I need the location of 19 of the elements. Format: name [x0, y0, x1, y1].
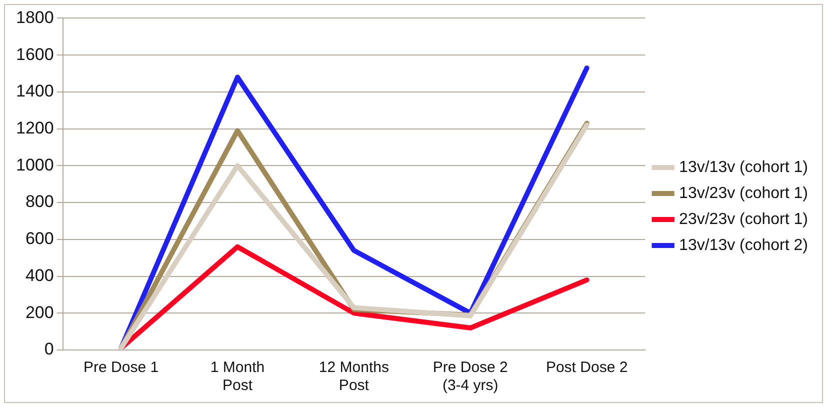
x-tick-label: Pre Dose 1	[84, 359, 159, 376]
legend-label: 23v/23v (cohort 1)	[679, 210, 808, 228]
y-tick-label: 1200	[16, 118, 54, 138]
y-tick-label: 0	[44, 340, 54, 359]
x-tick-label: 1 Month Post	[210, 359, 265, 394]
legend-label: 13v/23v (cohort 1)	[679, 184, 808, 202]
y-tick-label: 1600	[16, 44, 54, 64]
y-tick-label: 1000	[16, 155, 54, 174]
y-tick-label: 800	[25, 192, 54, 212]
x-tick-label: Post Dose 2	[546, 359, 628, 376]
legend-label: 13v/13v (cohort 1)	[679, 158, 808, 176]
x-tick-label: Pre Dose 2 (3-4 yrs)	[432, 359, 508, 394]
y-tick-label: 600	[25, 229, 54, 248]
y-tick-label: 1800	[16, 8, 54, 27]
y-tick-label: 400	[25, 266, 54, 285]
y-tick-label: 200	[25, 302, 54, 322]
x-tick-label: 12 Months Post	[318, 359, 389, 394]
y-tick-label: 1400	[16, 82, 54, 101]
legend-label: 13v/13v (cohort 2)	[679, 236, 808, 254]
